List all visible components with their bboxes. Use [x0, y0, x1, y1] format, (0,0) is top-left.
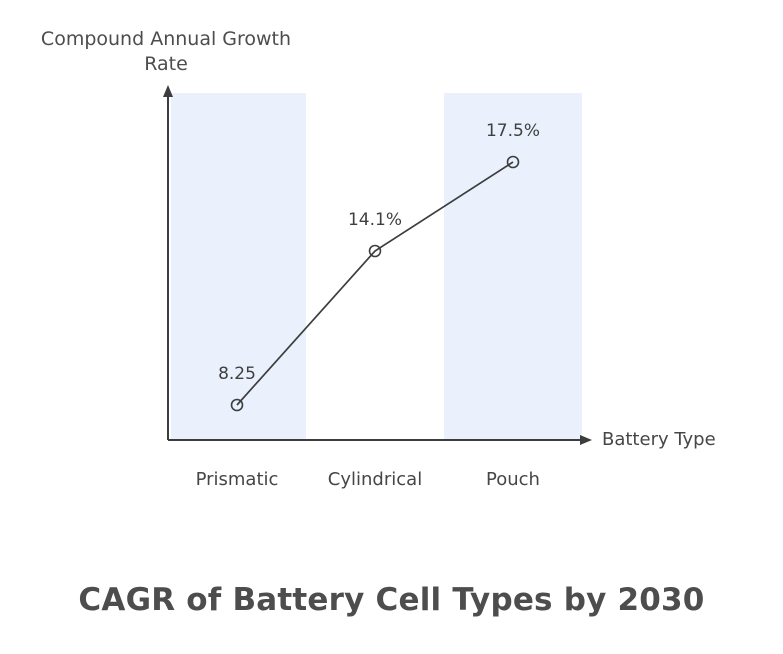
x-category-label-cylindrical: Cylindrical: [327, 469, 423, 490]
y-axis-title-line2: Rate: [144, 53, 188, 75]
data-point-label-pouch: 17.5%: [485, 121, 541, 141]
chart-title: CAGR of Battery Cell Types by 2030: [78, 582, 705, 618]
x-axis-title: Battery Type: [602, 429, 716, 450]
x-category-label-pouch: Pouch: [486, 469, 540, 490]
data-point-label-prismatic: 8.25: [218, 364, 256, 384]
y-axis-title-line1: Compound Annual Growth: [40, 28, 292, 50]
y-axis-title: Compound Annual Growth Rate: [16, 27, 316, 77]
data-point-label-cylindrical: 14.1%: [347, 210, 403, 230]
x-category-label-prismatic: Prismatic: [195, 469, 279, 490]
